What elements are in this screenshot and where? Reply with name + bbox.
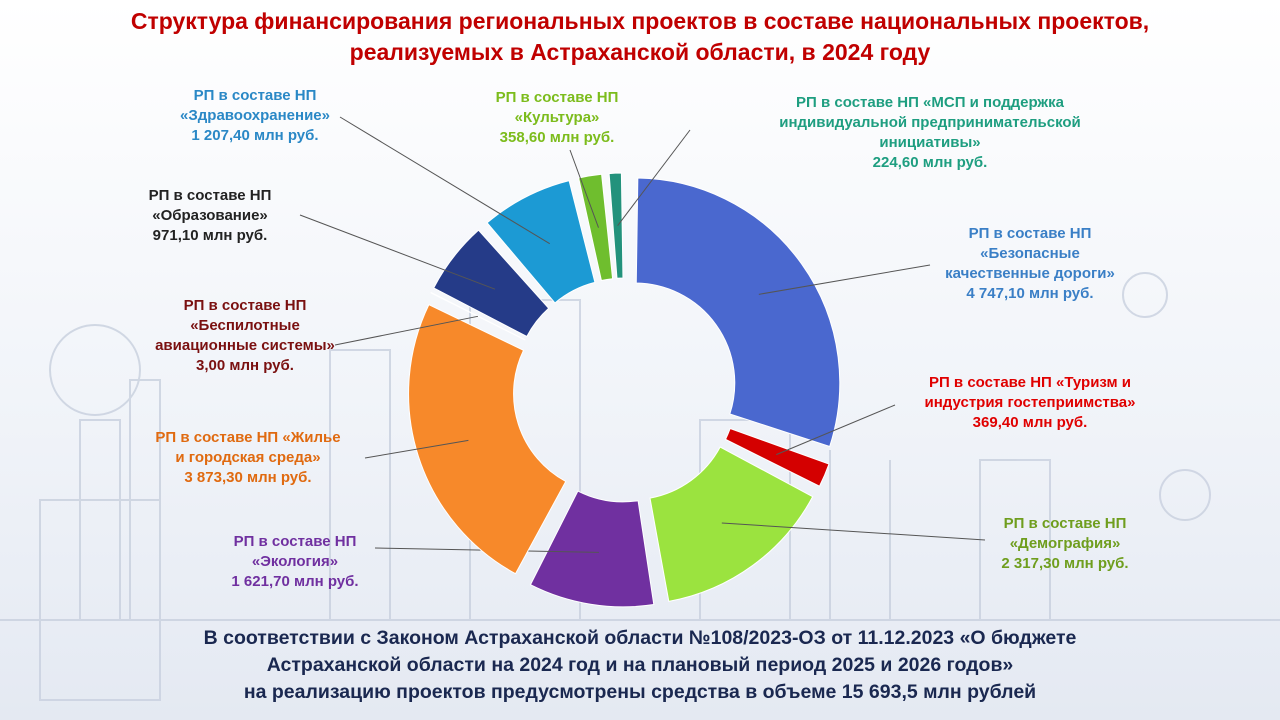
category-name: РП в составе НП «Безопасные качественные… [945,225,1115,282]
value-label: 358,60 млн руб. [499,129,615,146]
slice [635,177,841,448]
footnote: В соответствии с Законом Астраханской об… [203,627,1077,703]
leader-line [721,522,986,541]
category-name: РП в составе НП «Беспилотные авиационные… [155,297,335,354]
chart-title: Структура финансирования региональных пр… [130,8,1150,65]
slice-label: РП в составе НП «Безопасные качественные… [945,224,1115,304]
slice-label: РП в составе НП «Здравоохранение» 1 207,4… [180,86,330,146]
category-name: РП в составе НП «Образование» [148,187,272,224]
slice [430,291,526,341]
slice-label: РП в составе НП «Образование» 971,10 млн … [149,186,272,246]
slice [608,172,624,279]
value-label: 971,10 млн руб. [152,227,268,244]
slice-label: РП в составе НП «Туризм и индустрия гост… [925,373,1136,433]
value-label: 3,00 млн руб. [196,357,294,374]
leader-line [758,264,931,295]
category-name: РП в составе НП «МСП и поддержка индивид… [779,94,1081,151]
slice [408,304,567,575]
category-name: РП в составе НП «Культура» [495,89,619,126]
leader-line [776,404,896,456]
slice [486,180,596,304]
value-label: 1 621,70 млн руб. [231,573,359,590]
value-label: 224,60 млн руб. [872,154,988,171]
slice-label: РП в составе НП «Экология» 1 621,70 млн р… [231,532,358,592]
slice-label: РП в составе НП «Беспилотные авиационные… [155,296,335,376]
slice-label: РП в составе НП «Демография» 2 317,30 млн… [1001,514,1128,574]
value-label: 4 747,10 млн руб. [966,285,1094,302]
value-label: 369,40 млн руб. [972,414,1088,431]
category-name: РП в составе НП «Жилье и городская среда… [155,429,341,466]
value-label: 2 317,30 млн руб. [1001,555,1129,572]
slice-label: РП в составе НП «МСП и поддержка индивид… [779,93,1081,173]
slice [578,173,614,282]
leader-line [364,439,469,459]
value-label: 3 873,30 млн руб. [184,469,312,486]
leader-line [299,214,496,290]
category-name: РП в составе НП «Демография» [1003,515,1127,552]
category-name: РП в составе НП «Туризм и индустрия гост… [924,374,1136,411]
category-name: РП в составе НП «Здравоохранение» [180,87,330,124]
slice-label: РП в составе НП «Культура» 358,60 млн руб… [496,88,619,148]
value-label: 1 207,40 млн руб. [191,127,319,144]
leader-line [569,149,599,228]
slice [529,490,655,608]
slice-label: РП в составе НП «Жилье и городская среда… [155,428,340,488]
leader-line [617,129,691,226]
leader-line [334,315,479,346]
leader-line [339,116,550,245]
category-name: РП в составе НП «Экология» [233,533,357,570]
slice [649,446,814,602]
slice [724,427,830,487]
